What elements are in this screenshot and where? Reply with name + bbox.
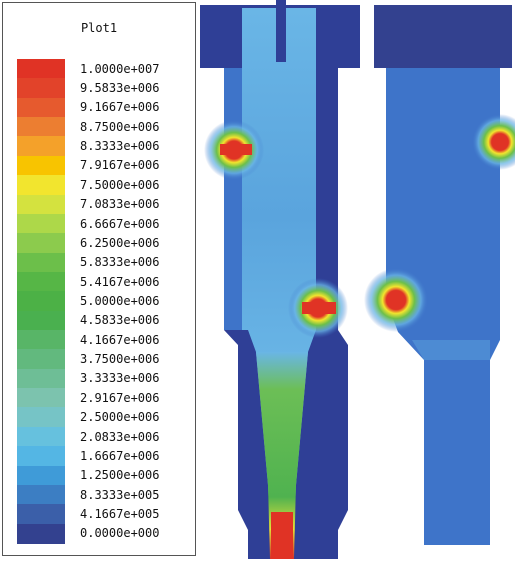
legend-swatch <box>17 523 65 544</box>
legend-swatch <box>17 388 65 409</box>
legend-label: 2.9167e+006 <box>80 390 160 405</box>
legend-swatch <box>17 407 65 428</box>
legend-swatch <box>17 175 65 196</box>
legend-swatch <box>17 213 65 234</box>
legend-label: 5.0000e+006 <box>80 294 160 308</box>
legend-swatch <box>17 484 65 505</box>
legend-label: 4.1667e+006 <box>80 332 160 347</box>
right-plot-body <box>386 68 500 545</box>
legend-label: 7.0833e+006 <box>80 197 160 212</box>
left-plot-top-slot <box>276 0 286 62</box>
right-plot-lower-band <box>412 340 490 360</box>
legend-label: 8.3333e+006 <box>80 139 160 154</box>
legend-swatch <box>17 233 65 254</box>
legend-swatch <box>17 59 65 79</box>
legend-label: 1.2500e+006 <box>80 468 160 483</box>
legend-label: 3.7500e+006 <box>80 352 160 367</box>
left-plot-left-wall <box>224 68 242 330</box>
legend-swatch <box>17 310 65 331</box>
legend-swatch <box>17 349 65 370</box>
legend-label: 3.3333e+006 <box>80 371 160 386</box>
legend-label: 2.5000e+006 <box>80 410 160 425</box>
legend-swatch <box>17 426 65 447</box>
legend-label: 9.5833e+006 <box>80 81 160 96</box>
right-plot-header <box>374 5 512 68</box>
contour-plot-svg <box>200 0 515 559</box>
legend-label: 1.0000e+007 <box>80 61 160 76</box>
legend-swatch <box>17 117 65 138</box>
legend-swatch <box>17 252 65 273</box>
left-plot-throat <box>256 352 308 559</box>
left-plot-port-upper <box>220 144 252 155</box>
legend-labels: 1.0000e+007 9.5833e+006 9.1667e+006 8.7500e… <box>80 59 192 543</box>
legend-title: Plot1 <box>80 21 118 35</box>
right-contour-plot <box>364 5 515 545</box>
legend-swatch <box>17 136 65 157</box>
legend-swatch <box>17 446 65 467</box>
right-plot-hotspot-lower <box>364 268 428 332</box>
legend-color-bar <box>17 59 65 544</box>
legend-label: 4.5833e+006 <box>80 313 160 328</box>
legend-label: 9.1667e+006 <box>80 100 160 115</box>
legend-swatch <box>17 194 65 215</box>
legend-label: 7.9167e+006 <box>80 158 160 173</box>
legend-label: 8.7500e+006 <box>80 119 160 134</box>
left-contour-plot <box>200 0 360 559</box>
legend-label: 6.2500e+006 <box>80 235 160 250</box>
contour-plots <box>198 0 515 559</box>
legend-swatch <box>17 291 65 312</box>
legend-swatch <box>17 97 65 118</box>
legend-label: 5.8333e+006 <box>80 255 160 270</box>
legend-swatch <box>17 155 65 176</box>
legend-label: 4.1667e+005 <box>80 506 160 521</box>
legend-label: 8.3333e+005 <box>80 487 160 502</box>
legend-swatch <box>17 368 65 389</box>
legend-panel: Plot1 1.0000e+007 9.5833e+006 9.1667e+006 8… <box>2 2 196 556</box>
legend-label: 0.0000e+000 <box>80 526 160 541</box>
right-plot-hotspot-upper <box>472 114 515 170</box>
legend-swatch <box>17 330 65 351</box>
left-plot-port-lower <box>302 302 336 314</box>
legend-label: 7.5000e+006 <box>80 177 160 192</box>
legend-swatch <box>17 271 65 292</box>
legend-label: 2.0833e+006 <box>80 429 160 444</box>
legend-swatch <box>17 78 65 99</box>
left-plot-exit <box>271 512 293 559</box>
legend-swatch <box>17 465 65 486</box>
legend-label: 1.6667e+006 <box>80 448 160 463</box>
legend-swatch <box>17 504 65 525</box>
legend-label: 6.6667e+006 <box>80 216 160 231</box>
legend-label: 5.4167e+006 <box>80 274 160 289</box>
